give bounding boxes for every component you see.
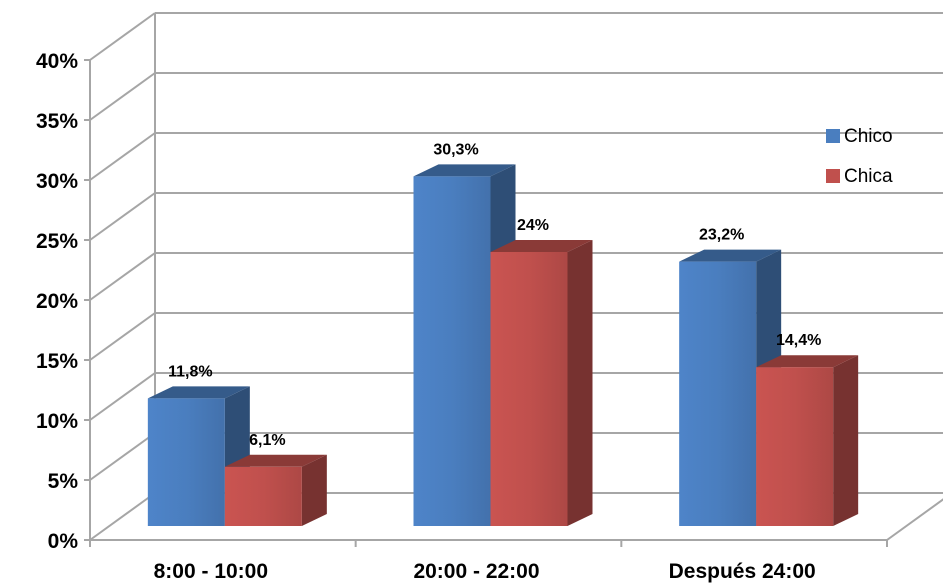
- y-tick-label: 15%: [36, 350, 78, 373]
- y-tick-label: 5%: [48, 470, 79, 493]
- bar-top: [756, 355, 859, 368]
- gridline-diagonal: [89, 492, 156, 541]
- bar: [490, 240, 593, 526]
- floor-right-edge: [886, 498, 943, 541]
- bars: [147, 164, 859, 526]
- bar-front: [147, 398, 225, 526]
- gridline-diagonal: [89, 252, 156, 301]
- data-labels: 11,8% 6,1% 30,3% 24% 23,2% 14,4%: [168, 141, 821, 448]
- bar-side: [301, 454, 327, 526]
- y-tick-label: 30%: [36, 170, 78, 193]
- bar: [756, 355, 859, 526]
- bar-top: [679, 249, 782, 262]
- bar-side: [833, 355, 859, 526]
- data-label: 11,8%: [168, 363, 212, 380]
- gridline-diagonal: [89, 432, 156, 481]
- bar-top: [490, 240, 593, 252]
- y-tick-label: 0%: [48, 530, 79, 553]
- data-label: 14,4%: [776, 332, 821, 349]
- bar-side: [567, 240, 593, 526]
- legend: Chico Chica: [826, 126, 893, 187]
- y-tick-label: 20%: [36, 290, 78, 313]
- data-label: 24%: [517, 217, 549, 234]
- gridline-diagonal: [89, 372, 156, 421]
- data-label: 30,3%: [433, 141, 478, 158]
- legend-swatch: [826, 169, 840, 183]
- gridline-diagonal: [89, 132, 156, 181]
- x-category-label: 20:00 - 22:00: [413, 560, 539, 583]
- legend-swatch: [826, 129, 840, 143]
- y-tick-label: 10%: [36, 410, 78, 433]
- gridline-diagonal: [89, 72, 156, 121]
- y-tick-label: 35%: [36, 110, 78, 133]
- gridline-diagonal: [89, 312, 156, 361]
- x-category-label: 8:00 - 10:00: [154, 560, 268, 583]
- data-label: 23,2%: [699, 227, 744, 244]
- x-category-label: Después 24:00: [669, 560, 816, 583]
- bar-front: [413, 176, 491, 526]
- bar-top: [224, 454, 327, 467]
- bar: [224, 454, 327, 526]
- legend-label: Chica: [844, 166, 893, 187]
- bar-top: [413, 164, 516, 177]
- bar-front: [490, 252, 568, 526]
- bar-front: [756, 367, 834, 526]
- legend-label: Chico: [844, 126, 893, 147]
- data-label: 6,1%: [249, 432, 285, 449]
- y-tick-label: 25%: [36, 230, 78, 253]
- y-tick-label: 40%: [36, 50, 78, 73]
- gridline-diagonal: [89, 12, 156, 61]
- gridline-diagonal: [89, 192, 156, 241]
- bar-front: [679, 261, 757, 526]
- bar-top: [147, 386, 250, 399]
- bar-front: [224, 466, 302, 526]
